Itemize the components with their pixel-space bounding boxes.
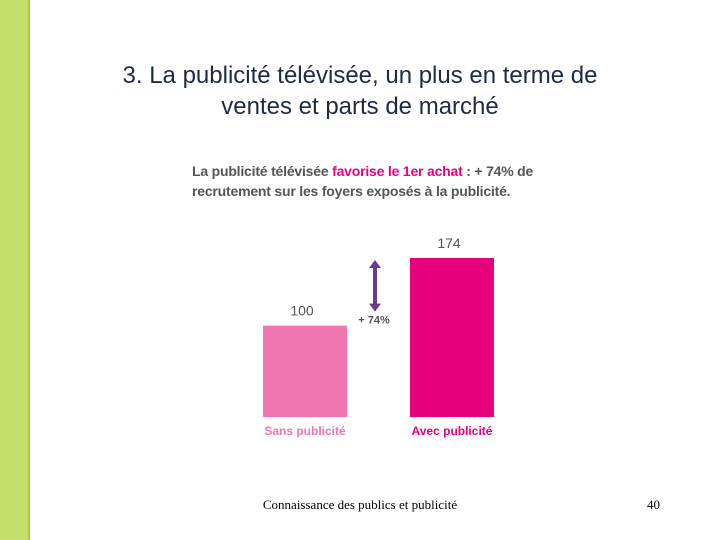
- category-label-1: Sans publicité: [264, 424, 346, 438]
- value-label-1: 100: [290, 303, 314, 319]
- chart-subtitle: La publicité télévisée favorise le 1er a…: [192, 161, 592, 201]
- subtitle-part-2: : + 74% de recrutement sur les foyers ex…: [192, 163, 534, 199]
- difference-arrow-head-up: [369, 260, 381, 268]
- title-line-1: 3. La publicité télévisée, un plus en te…: [122, 62, 598, 89]
- slide-title: 3. La publicité télévisée, un plus en te…: [40, 60, 680, 122]
- category-label-2: Avec publicité: [412, 424, 493, 438]
- bar-2: [410, 258, 494, 417]
- page-number: 40: [647, 497, 660, 512]
- subtitle-part-1: La publicité télévisée: [192, 163, 333, 179]
- difference-label: + 74%: [358, 315, 390, 327]
- title-line-2: ventes et parts de marché: [221, 93, 499, 120]
- subtitle-highlight: favorise le 1er achat: [332, 163, 463, 179]
- bar-1: [263, 325, 347, 417]
- footer-text: Connaissance des publics et publicité: [262, 497, 458, 512]
- difference-arrow-head-down: [369, 303, 381, 312]
- sidebar-accent: [0, 0, 30, 540]
- value-label-2: 174: [437, 235, 461, 251]
